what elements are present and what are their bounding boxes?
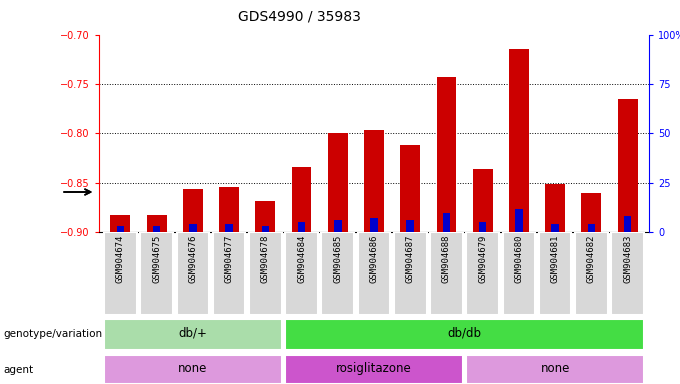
Bar: [285, 355, 463, 384]
Bar: [249, 232, 282, 315]
Bar: [364, 131, 384, 232]
Bar: [153, 227, 160, 232]
Text: GSM904674: GSM904674: [116, 235, 125, 283]
Text: none: none: [541, 362, 570, 376]
Bar: [515, 209, 523, 232]
Bar: [430, 232, 463, 315]
Text: GSM904686: GSM904686: [369, 235, 379, 283]
Text: GSM904683: GSM904683: [623, 235, 632, 283]
Bar: [443, 212, 450, 232]
Text: db/+: db/+: [178, 327, 207, 340]
Bar: [334, 220, 341, 232]
Text: GSM904685: GSM904685: [333, 235, 342, 283]
Bar: [370, 218, 378, 232]
Bar: [394, 232, 426, 315]
Bar: [617, 99, 638, 232]
Bar: [509, 50, 529, 232]
Bar: [551, 224, 559, 232]
Bar: [189, 224, 197, 232]
Text: none: none: [178, 362, 207, 376]
Bar: [503, 232, 535, 315]
Text: GSM904675: GSM904675: [152, 235, 161, 283]
Bar: [104, 232, 137, 315]
Bar: [581, 193, 601, 232]
Bar: [285, 319, 644, 349]
Text: GSM904677: GSM904677: [224, 235, 233, 283]
Bar: [611, 232, 644, 315]
Text: agent: agent: [3, 365, 33, 375]
Text: GSM904680: GSM904680: [515, 235, 524, 283]
Bar: [437, 77, 456, 232]
Bar: [147, 215, 167, 232]
Bar: [466, 355, 644, 384]
Text: rosiglitazone: rosiglitazone: [336, 362, 412, 376]
Text: GSM904681: GSM904681: [551, 235, 560, 283]
Bar: [588, 224, 595, 232]
Bar: [298, 222, 305, 232]
Bar: [466, 232, 499, 315]
Bar: [104, 355, 282, 384]
Text: GSM904684: GSM904684: [297, 235, 306, 283]
Text: db/db: db/db: [447, 327, 481, 340]
Bar: [225, 224, 233, 232]
Bar: [116, 227, 124, 232]
Bar: [140, 232, 173, 315]
Bar: [183, 189, 203, 232]
Bar: [292, 167, 311, 232]
Bar: [255, 201, 275, 232]
Bar: [407, 220, 414, 232]
Bar: [575, 232, 608, 315]
Text: genotype/variation: genotype/variation: [3, 329, 103, 339]
Bar: [219, 187, 239, 232]
Bar: [285, 232, 318, 315]
Bar: [358, 232, 390, 315]
Bar: [624, 217, 632, 232]
Text: GDS4990 / 35983: GDS4990 / 35983: [238, 10, 360, 23]
Bar: [110, 215, 131, 232]
Bar: [262, 227, 269, 232]
Text: GSM904688: GSM904688: [442, 235, 451, 283]
Text: GSM904678: GSM904678: [261, 235, 270, 283]
Bar: [322, 232, 354, 315]
Bar: [473, 169, 493, 232]
Bar: [479, 222, 486, 232]
Text: GSM904676: GSM904676: [188, 235, 197, 283]
Bar: [401, 145, 420, 232]
Text: GSM904679: GSM904679: [478, 235, 487, 283]
Bar: [213, 232, 245, 315]
Bar: [177, 232, 209, 315]
Bar: [328, 134, 347, 232]
Bar: [539, 232, 571, 315]
Text: GSM904682: GSM904682: [587, 235, 596, 283]
Bar: [545, 184, 565, 232]
Text: GSM904687: GSM904687: [406, 235, 415, 283]
Bar: [104, 319, 282, 349]
